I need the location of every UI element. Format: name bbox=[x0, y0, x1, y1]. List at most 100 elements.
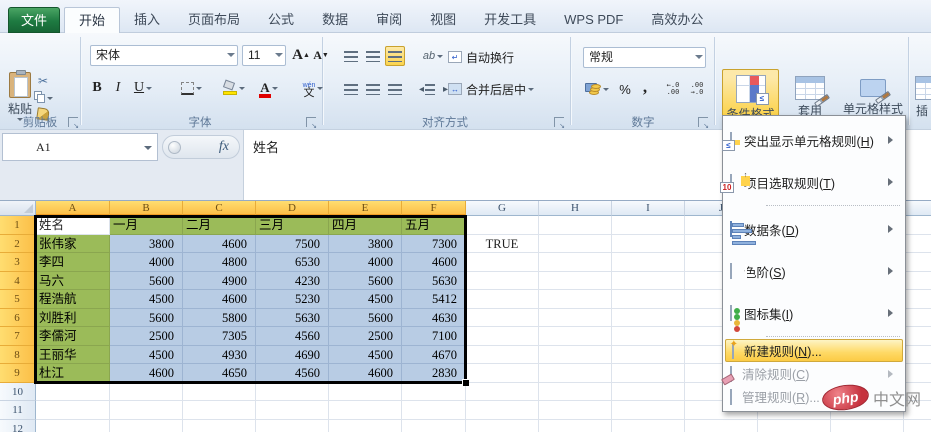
cell-B9[interactable]: 4600 bbox=[110, 364, 183, 383]
cell-F5[interactable]: 5412 bbox=[402, 290, 466, 309]
row-header-2[interactable]: 2 bbox=[0, 234, 36, 253]
cell-G4[interactable] bbox=[466, 271, 539, 290]
cell-M6[interactable] bbox=[904, 309, 931, 327]
cell-A4[interactable]: 马六 bbox=[36, 271, 110, 290]
cell-H4[interactable] bbox=[539, 271, 612, 290]
cell-C9[interactable]: 4650 bbox=[183, 364, 256, 383]
cell-A2[interactable]: 张伟家 bbox=[36, 234, 110, 253]
font-name-combo[interactable]: 宋体 bbox=[90, 45, 238, 66]
cell-M3[interactable] bbox=[904, 253, 931, 272]
align-left-button[interactable] bbox=[341, 79, 361, 99]
cell-F1[interactable]: 五月 bbox=[402, 216, 466, 235]
cell-F7[interactable]: 7100 bbox=[402, 327, 466, 346]
cell-F8[interactable]: 4670 bbox=[402, 345, 466, 364]
cell-G6[interactable] bbox=[466, 308, 539, 327]
font-size-combo[interactable]: 11 bbox=[242, 45, 286, 66]
row-header-12[interactable]: 12 bbox=[0, 419, 36, 432]
accounting-format-button[interactable] bbox=[583, 79, 611, 99]
cell-B2[interactable]: 3800 bbox=[110, 234, 183, 253]
select-all-corner[interactable] bbox=[0, 201, 36, 216]
cell-E9[interactable]: 4600 bbox=[329, 364, 402, 383]
cell-H9[interactable] bbox=[539, 364, 612, 383]
cell-F6[interactable]: 4630 bbox=[402, 308, 466, 327]
cell-F4[interactable]: 5630 bbox=[402, 271, 466, 290]
cell-E12[interactable] bbox=[329, 419, 402, 432]
cell-H1[interactable] bbox=[539, 216, 612, 235]
cell-B3[interactable]: 4000 bbox=[110, 253, 183, 272]
menu-item-data-bars[interactable]: 数据条(D) bbox=[724, 208, 904, 250]
cell-E1[interactable]: 四月 bbox=[329, 216, 402, 235]
column-header-M[interactable]: M bbox=[904, 201, 931, 216]
cell-D11[interactable] bbox=[256, 401, 329, 420]
cell-A6[interactable]: 刘胜利 bbox=[36, 308, 110, 327]
orientation-button[interactable]: ab bbox=[418, 46, 448, 66]
cell-D7[interactable]: 4560 bbox=[256, 327, 329, 346]
insert-button-partial[interactable]: 插 bbox=[913, 69, 931, 145]
cell-D5[interactable]: 5230 bbox=[256, 290, 329, 309]
cell-C1[interactable]: 二月 bbox=[183, 216, 256, 235]
fill-handle[interactable] bbox=[462, 378, 469, 386]
wrap-text-button[interactable]: ↵ 自动换行 bbox=[448, 48, 560, 66]
row-header-4[interactable]: 4 bbox=[0, 271, 36, 290]
name-box[interactable]: A1 bbox=[2, 133, 158, 161]
cell-B4[interactable]: 5600 bbox=[110, 271, 183, 290]
paste-button[interactable]: 粘贴 bbox=[5, 70, 35, 136]
tab-页面布局[interactable]: 页面布局 bbox=[188, 12, 241, 27]
cell-G1[interactable] bbox=[466, 216, 539, 235]
grow-font-button[interactable]: A ▲ bbox=[292, 46, 310, 63]
cell-A10[interactable] bbox=[36, 382, 110, 401]
cell-H11[interactable] bbox=[539, 401, 612, 420]
chevron-down-icon[interactable] bbox=[695, 55, 703, 63]
alignment-dialog-launcher[interactable] bbox=[554, 117, 565, 130]
font-dialog-launcher[interactable] bbox=[306, 117, 317, 130]
tab-WPS PDF[interactable]: WPS PDF bbox=[564, 12, 624, 27]
cell-E2[interactable]: 3800 bbox=[329, 234, 402, 253]
decrease-decimal-button[interactable]: .00 →.0 bbox=[690, 81, 704, 96]
cell-H5[interactable] bbox=[539, 290, 612, 309]
row-header-5[interactable]: 5 bbox=[0, 290, 36, 309]
column-header-I[interactable]: I bbox=[612, 201, 685, 216]
cell-styles-button[interactable]: 单元格样式 bbox=[841, 69, 905, 145]
align-middle-button[interactable] bbox=[363, 46, 383, 66]
italic-button[interactable]: I bbox=[115, 80, 121, 95]
row-header-3[interactable]: 3 bbox=[0, 253, 36, 272]
cell-I10[interactable] bbox=[612, 382, 685, 401]
cell-A9[interactable]: 杜江 bbox=[36, 364, 110, 383]
align-center-button[interactable] bbox=[363, 79, 383, 99]
cell-H7[interactable] bbox=[539, 327, 612, 346]
tab-数据[interactable]: 数据 bbox=[322, 12, 349, 27]
bold-button[interactable]: B bbox=[92, 80, 102, 95]
cell-E7[interactable]: 2500 bbox=[329, 327, 402, 346]
column-header-H[interactable]: H bbox=[539, 201, 612, 216]
cell-D1[interactable]: 三月 bbox=[256, 216, 329, 235]
cell-M12[interactable] bbox=[904, 420, 931, 432]
fill-color-button[interactable] bbox=[218, 78, 250, 98]
menu-item-color-scales[interactable]: 色阶(S) bbox=[724, 250, 904, 292]
cell-B8[interactable]: 4500 bbox=[110, 345, 183, 364]
phonetic-button[interactable]: wén 文 bbox=[296, 77, 330, 99]
cell-E8[interactable]: 4500 bbox=[329, 345, 402, 364]
cell-M4[interactable] bbox=[904, 272, 931, 290]
cell-C6[interactable]: 5800 bbox=[183, 308, 256, 327]
cell-M5[interactable] bbox=[904, 290, 931, 309]
cell-M8[interactable] bbox=[904, 346, 931, 364]
cell-B10[interactable] bbox=[110, 382, 183, 401]
cut-button[interactable]: ✂ bbox=[33, 74, 53, 91]
cell-G11[interactable] bbox=[466, 401, 539, 420]
chevron-down-icon[interactable] bbox=[275, 53, 283, 61]
tab-视图[interactable]: 视图 bbox=[430, 12, 457, 27]
cell-I3[interactable] bbox=[612, 253, 685, 272]
cell-F12[interactable] bbox=[402, 419, 466, 432]
cell-E11[interactable] bbox=[329, 401, 402, 420]
menu-item-clear-rules[interactable]: 清除规则(C) bbox=[721, 362, 904, 386]
cell-D9[interactable]: 4560 bbox=[256, 364, 329, 383]
underline-button[interactable]: U bbox=[130, 78, 156, 98]
cell-C10[interactable] bbox=[183, 382, 256, 401]
cell-H2[interactable] bbox=[539, 234, 612, 253]
number-dialog-launcher[interactable] bbox=[698, 117, 709, 130]
tab-开始[interactable]: 开始 bbox=[64, 7, 121, 33]
cell-I5[interactable] bbox=[612, 290, 685, 309]
cell-B5[interactable]: 4500 bbox=[110, 290, 183, 309]
cell-M11[interactable] bbox=[904, 401, 931, 420]
cell-C2[interactable]: 4600 bbox=[183, 234, 256, 253]
